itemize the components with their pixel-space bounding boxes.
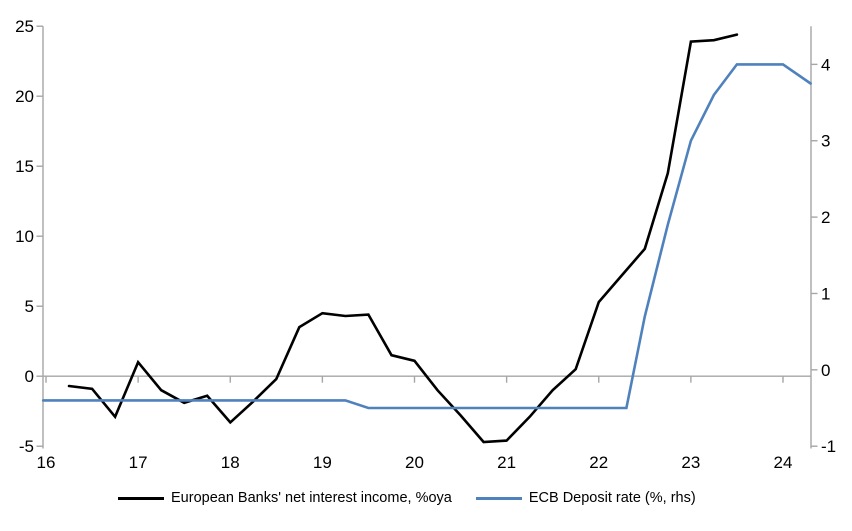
legend-item-ecb-deposit-rate: ECB Deposit rate (%, rhs) [475,490,696,506]
right-axis-tick-label: -1 [821,437,836,456]
x-axis-tick-label: 20 [405,453,424,472]
left-axis-tick-label: 15 [15,157,34,176]
left-axis-tick-label: -5 [19,437,34,456]
right-axis-tick-label: 4 [821,55,830,74]
x-axis-tick-label: 19 [313,453,332,472]
right-axis-tick-label: 1 [821,284,830,303]
legend-label-ecb-deposit-rate: ECB Deposit rate (%, rhs) [528,490,696,506]
series-line-net-interest-income [67,33,739,444]
right-axis-tick-label: 3 [821,132,830,151]
left-axis-tick-label: 0 [25,367,34,386]
legend-label-net-interest-income: European Banks' net interest income, %oy… [171,490,452,506]
chart-legend: European Banks' net interest income, %oy… [118,490,696,506]
legend-item-net-interest-income: European Banks' net interest income, %oy… [118,490,452,506]
left-axis-tick-label: 5 [25,297,34,316]
left-axis-tick-label: 10 [15,227,34,246]
x-axis-tick-label: 24 [774,453,793,472]
x-axis-tick-label: 23 [681,453,700,472]
series-lines [41,33,812,444]
x-axis-tick-label: 21 [497,453,516,472]
legend-line-sample-blue [475,496,522,500]
legend-line-sample-black [118,496,164,500]
left-axis-tick-label: 25 [15,17,34,36]
left-axis-tick-label: 20 [15,87,34,106]
right-axis-tick-label: 2 [821,208,830,227]
axis-ticks [36,25,818,447]
right-axis-tick-label: 0 [821,361,830,380]
series-line-ecb-deposit-rate [41,63,812,410]
x-axis-tick-label: 17 [129,453,148,472]
x-axis-tick-label: 22 [589,453,608,472]
x-axis-tick-label: 16 [37,453,56,472]
x-axis-tick-label: 18 [221,453,240,472]
